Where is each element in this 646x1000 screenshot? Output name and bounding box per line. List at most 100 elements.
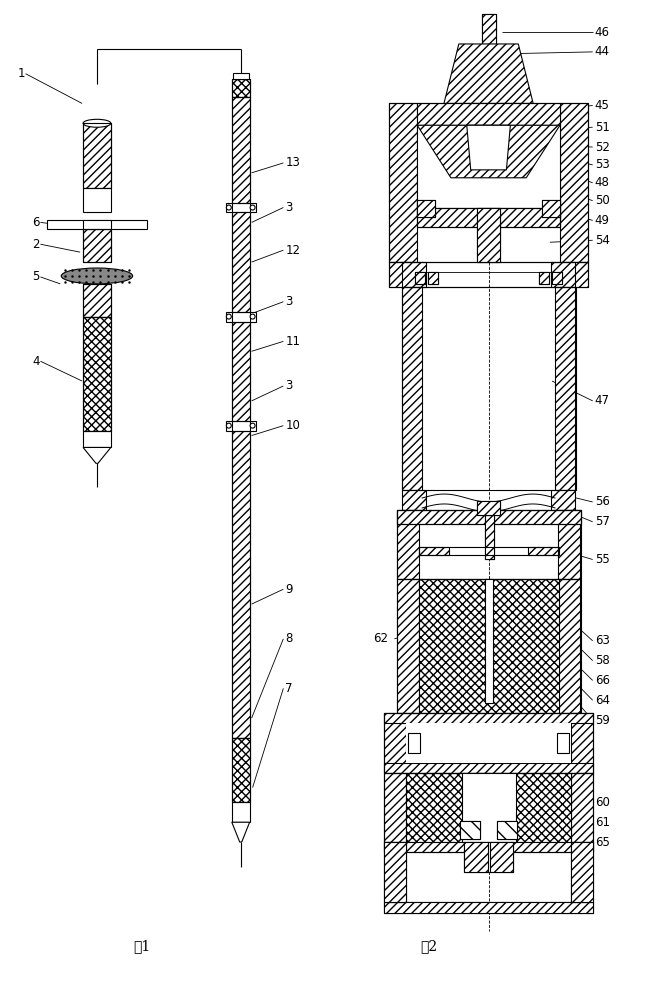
Bar <box>384 763 592 773</box>
Text: 48: 48 <box>595 176 610 189</box>
Bar <box>232 97 249 203</box>
Text: 13: 13 <box>286 156 300 169</box>
Polygon shape <box>467 125 510 170</box>
Bar <box>482 14 495 44</box>
Text: 3: 3 <box>286 201 293 214</box>
Text: 51: 51 <box>595 121 610 134</box>
Bar <box>397 579 419 713</box>
Text: 62: 62 <box>373 632 388 645</box>
Bar <box>390 262 588 287</box>
Bar <box>477 208 501 262</box>
Text: 图2: 图2 <box>421 939 437 953</box>
Text: 7: 7 <box>286 682 293 695</box>
Bar <box>384 773 406 842</box>
Bar <box>397 510 419 579</box>
Bar <box>477 501 501 515</box>
Text: 54: 54 <box>595 234 610 247</box>
Bar <box>384 902 592 913</box>
Bar <box>419 579 559 713</box>
Bar <box>226 312 232 322</box>
Bar <box>83 229 111 262</box>
Bar <box>232 738 249 802</box>
Bar <box>428 272 438 284</box>
Bar <box>542 200 560 217</box>
Bar <box>83 220 111 229</box>
Bar <box>462 773 516 842</box>
Bar <box>83 317 111 431</box>
Ellipse shape <box>61 268 132 284</box>
Polygon shape <box>83 447 111 463</box>
Text: 64: 64 <box>595 694 610 707</box>
Bar <box>397 579 581 713</box>
Bar <box>571 842 592 902</box>
Bar <box>83 284 111 317</box>
Text: 图1: 图1 <box>133 939 151 953</box>
Bar <box>571 713 592 773</box>
Bar <box>402 490 426 510</box>
Bar <box>384 713 592 723</box>
Ellipse shape <box>250 314 255 319</box>
Text: 44: 44 <box>595 45 610 58</box>
Bar <box>560 103 588 262</box>
Bar <box>484 515 494 559</box>
Bar <box>249 421 256 431</box>
Bar <box>571 773 592 842</box>
Text: 55: 55 <box>595 553 609 566</box>
Bar <box>232 212 249 312</box>
Bar <box>428 272 438 284</box>
Text: 56: 56 <box>595 495 610 508</box>
Bar <box>497 821 517 839</box>
Text: 5: 5 <box>32 270 40 283</box>
Bar <box>232 79 249 97</box>
Text: 3: 3 <box>286 295 293 308</box>
Bar <box>552 272 562 284</box>
Bar <box>47 220 147 229</box>
Bar <box>419 547 559 555</box>
Bar <box>384 842 406 902</box>
Bar <box>232 802 249 822</box>
Ellipse shape <box>226 423 231 428</box>
Bar <box>83 229 111 262</box>
Bar <box>397 510 581 524</box>
Bar <box>417 208 560 227</box>
Bar <box>83 317 111 431</box>
Text: 47: 47 <box>595 394 610 407</box>
Bar <box>460 821 479 839</box>
Polygon shape <box>417 125 560 178</box>
Bar <box>497 821 517 839</box>
Bar <box>83 188 111 212</box>
Ellipse shape <box>226 205 231 210</box>
Text: 46: 46 <box>595 26 610 39</box>
Bar <box>384 842 592 852</box>
Bar <box>417 208 560 227</box>
Text: 53: 53 <box>595 158 609 171</box>
Bar <box>83 431 111 447</box>
Bar <box>460 821 479 839</box>
Text: 10: 10 <box>286 419 300 432</box>
Text: 6: 6 <box>32 216 40 229</box>
Bar <box>417 200 435 217</box>
Bar <box>232 322 249 421</box>
Bar <box>484 579 492 703</box>
Ellipse shape <box>226 314 231 319</box>
Ellipse shape <box>83 119 111 127</box>
Text: 1: 1 <box>17 67 25 80</box>
Bar <box>406 773 571 842</box>
Text: 61: 61 <box>595 816 610 829</box>
Bar <box>249 203 256 212</box>
Bar <box>83 123 111 188</box>
Bar <box>226 421 232 431</box>
Bar <box>232 79 249 97</box>
Text: 49: 49 <box>595 214 610 227</box>
Bar <box>232 431 249 738</box>
Bar <box>402 262 426 287</box>
Bar <box>539 272 549 284</box>
Bar <box>226 203 232 212</box>
Bar <box>402 287 422 490</box>
Text: 12: 12 <box>286 244 300 257</box>
Text: 58: 58 <box>595 654 609 667</box>
Text: 11: 11 <box>286 335 300 348</box>
Bar <box>552 272 562 284</box>
Bar <box>558 579 579 713</box>
Bar <box>384 842 406 902</box>
